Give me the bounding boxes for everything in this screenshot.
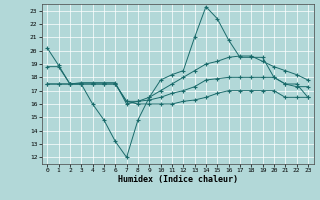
- X-axis label: Humidex (Indice chaleur): Humidex (Indice chaleur): [118, 175, 237, 184]
